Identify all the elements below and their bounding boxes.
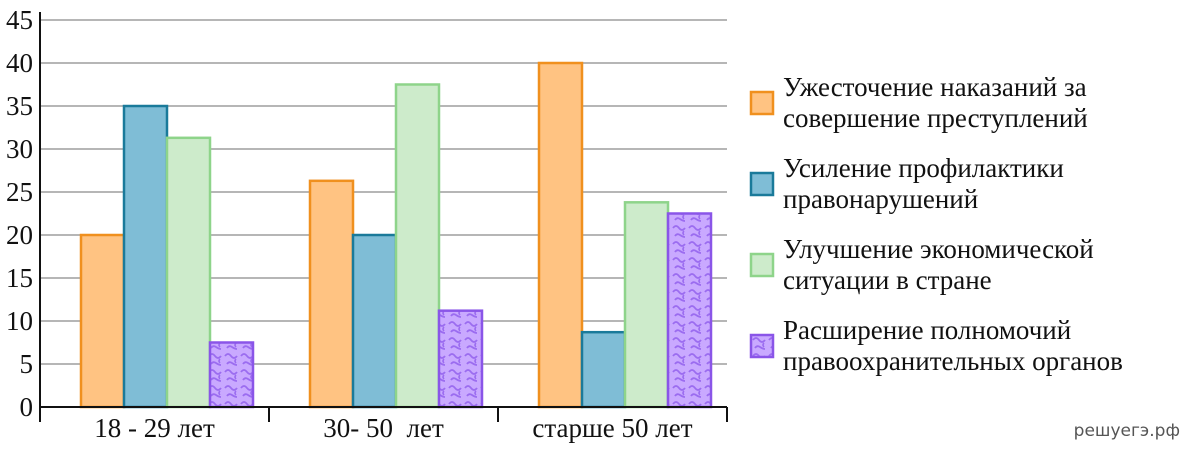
- bar: [666, 212, 713, 409]
- axes: [39, 12, 728, 422]
- y-tick-label: 40: [6, 48, 33, 78]
- bar: [165, 136, 212, 409]
- watermark: решуегэ.рф: [1073, 421, 1180, 441]
- bar: [122, 104, 169, 409]
- y-tick-label: 30: [6, 134, 33, 164]
- bar: [351, 233, 398, 409]
- y-tick-label: 20: [6, 220, 33, 250]
- legend-label: Ужесточение наказаний за: [783, 72, 1087, 102]
- y-tick-label: 0: [20, 392, 34, 422]
- legend-swatch: [749, 90, 775, 116]
- legend-label: совершение преступлений: [783, 103, 1088, 133]
- legend-swatch: [749, 252, 775, 278]
- bars: [79, 61, 713, 409]
- bar: [394, 83, 441, 409]
- bar: [437, 309, 484, 409]
- legend-label: ситуации в стране: [783, 265, 992, 295]
- bar: [79, 233, 126, 409]
- legend-label: Расширение полномочий: [783, 315, 1071, 345]
- y-tick-label: 5: [20, 349, 34, 379]
- legend-swatch: [749, 171, 775, 197]
- y-tick-label: 10: [6, 306, 33, 336]
- bar: [208, 341, 255, 409]
- y-tick-label: 15: [6, 263, 33, 293]
- y-axis-ticks: 0 5 10 15 20 25 30 35 40 45: [6, 5, 33, 422]
- bar: [308, 179, 355, 409]
- x-category-label: старше 50 лет: [532, 413, 692, 443]
- legend-label: Усиление профилактики: [783, 153, 1064, 183]
- legend-label: Улучшение экономической: [783, 234, 1094, 264]
- bar: [580, 330, 627, 409]
- y-tick-label: 25: [6, 177, 33, 207]
- y-tick-label: 35: [6, 91, 33, 121]
- legend-label: правонарушений: [783, 184, 978, 214]
- legend-label: правоохранительных органов: [783, 346, 1123, 376]
- legend-swatch: [749, 333, 775, 359]
- x-category-label: 30- 50 лет: [323, 413, 444, 443]
- x-category-label: 18 - 29 лет: [94, 413, 215, 443]
- bar: [537, 61, 584, 409]
- y-tick-label: 45: [6, 5, 33, 35]
- bar: [623, 201, 670, 409]
- x-axis-labels: 18 - 29 лет 30- 50 лет старше 50 лет: [94, 413, 693, 443]
